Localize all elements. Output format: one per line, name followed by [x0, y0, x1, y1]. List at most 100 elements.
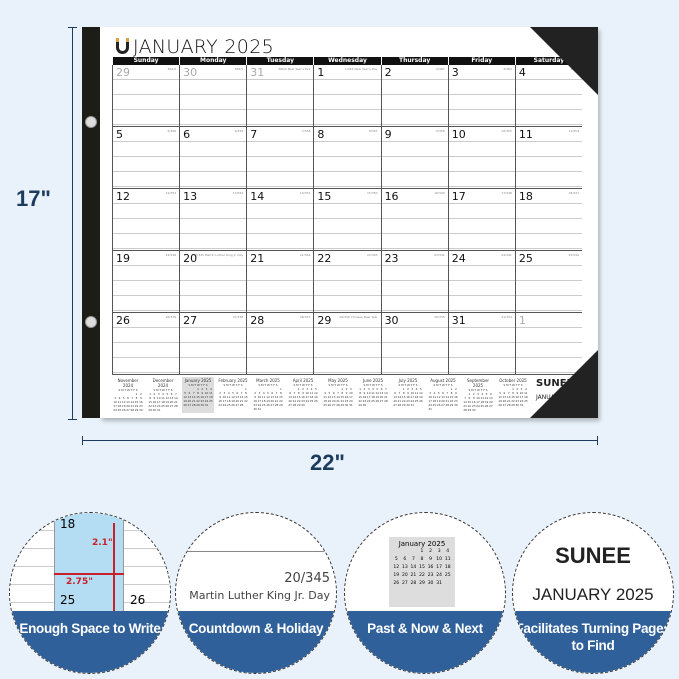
countdown-note: 21/344: [299, 253, 311, 257]
mini-day: 3: [223, 391, 226, 395]
day-cell[interactable]: 20 20/345 Martin Luther King Jr. Day: [179, 251, 250, 313]
mini-day: 20: [441, 399, 445, 403]
mini-day: 1: [450, 387, 453, 391]
mini-day: 30: [515, 403, 520, 407]
mini-day: 2: [345, 387, 348, 391]
day-cell[interactable]: 22 22/343: [313, 251, 384, 313]
mini-day: 5: [394, 557, 398, 562]
mini-day: 25: [432, 403, 437, 407]
mini-day: 12: [314, 391, 318, 395]
day-cell[interactable]: 30 30/335: [380, 313, 451, 375]
mini-day: 29: [148, 408, 152, 412]
day-cell[interactable]: 7 7/358: [246, 127, 317, 189]
mini-day: 8: [135, 396, 138, 400]
day-cell[interactable]: 16 16/349: [380, 189, 451, 251]
mini-day: 31: [519, 403, 524, 407]
mini-day: 9: [345, 391, 348, 395]
day-cell[interactable]: 25 25/340: [514, 251, 585, 313]
mini-day: 19: [266, 399, 270, 403]
day-cell[interactable]: 30 365/1: [179, 65, 250, 127]
mini-day: 28: [191, 403, 196, 407]
day-cell[interactable]: 18 18/347: [514, 189, 585, 251]
mini-day: 9: [454, 391, 457, 395]
day-cell[interactable]: 14 14/351: [246, 189, 317, 251]
mini-day: 6: [394, 391, 397, 395]
mini-day: 20: [489, 400, 493, 404]
day-cell[interactable]: 17 17/348: [447, 189, 518, 251]
day-cell[interactable]: 9 9/356: [380, 127, 451, 189]
mini-day: 17: [436, 565, 442, 570]
day-cell[interactable]: 15 15/350: [313, 189, 384, 251]
day-cell[interactable]: 24 24/341: [447, 251, 518, 313]
mini-day: 9: [516, 391, 519, 395]
mini-day: 3: [349, 387, 352, 391]
day-cell[interactable]: 29 29/336 Chinese New Year: [313, 313, 384, 375]
mini-day: 31: [349, 403, 353, 407]
mini-day: 24: [257, 403, 262, 407]
day-cell[interactable]: 8 8/357: [313, 127, 384, 189]
day-cell[interactable]: 26 26/339: [112, 313, 183, 375]
mini-day: 26: [419, 399, 423, 403]
mini-day: 3: [429, 391, 432, 395]
mini-day: 25: [117, 408, 122, 412]
day-cell[interactable]: 11 11/354: [514, 127, 585, 189]
mini-day: 12: [484, 396, 489, 400]
day-cell[interactable]: 27 27/338: [179, 313, 250, 375]
mini-day: 20: [126, 404, 130, 408]
weekday-tuesday: Tuesday: [246, 57, 313, 65]
mini-day: 14: [191, 395, 196, 399]
mini-day: 26: [436, 403, 441, 407]
day-cell[interactable]: 12 12/353: [112, 189, 183, 251]
day-cell[interactable]: 23 23/342: [380, 251, 451, 313]
day-cell[interactable]: 6 6/359: [179, 127, 250, 189]
mini-day: 19: [436, 399, 441, 403]
mini-day: 14: [174, 396, 178, 400]
mini-month-name: June 2025: [362, 378, 384, 383]
mini-day: 19: [484, 400, 489, 404]
countdown-note: 22/343: [367, 253, 378, 257]
mini-day: 2: [139, 392, 142, 396]
day-cell[interactable]: 10 10/355: [447, 127, 518, 189]
mini-day: 14: [410, 565, 417, 570]
mini-calendar: December 2024 S M T W T F S 1 2 3 4 5 6 7 8 9 10 11 1…: [147, 377, 179, 413]
countdown-note: 18/347: [568, 191, 579, 195]
mini-day: 29: [340, 403, 345, 407]
mini-day: 9: [472, 396, 475, 400]
mini-day: 21: [239, 399, 244, 403]
day-number: 11: [518, 128, 585, 141]
logo-icon: [116, 38, 129, 54]
mini-day: 10: [436, 557, 442, 562]
mini-day: 8: [279, 391, 282, 395]
mini-day: 29: [401, 403, 406, 407]
mini-day: 20: [401, 573, 408, 578]
mini-day: 13: [489, 396, 493, 400]
mini-calendar: February 2025 S M T W T F S 1 2 3 4 5 6 7 8 9 10 11 1…: [217, 377, 249, 413]
day-cell[interactable]: 21 21/344: [246, 251, 317, 313]
mini-day: 15: [449, 395, 454, 399]
mini-day: 20: [331, 399, 336, 403]
feature-label: Past & Now & Next: [345, 611, 505, 673]
day-cell[interactable]: 28 28/337: [246, 313, 317, 375]
day-cell[interactable]: 3 3/362: [447, 65, 518, 127]
mini-day: 1: [149, 392, 152, 396]
mini-day: 23: [139, 404, 143, 408]
day-number: 1: [317, 66, 384, 79]
day-cell[interactable]: 29 364/2: [112, 65, 183, 127]
day-cell[interactable]: 13 13/352: [179, 189, 250, 251]
mini-day: 23: [218, 403, 222, 407]
mini-day: 31: [436, 581, 442, 586]
mini-day: 16: [253, 399, 257, 403]
day-cell[interactable]: 5 5/360: [112, 127, 183, 189]
mini-day: 23: [152, 404, 157, 408]
mini-day: 16: [515, 395, 520, 399]
mini-day: 1: [420, 549, 424, 554]
mini-weekdays: S M T W T F S: [188, 383, 208, 387]
day-cell[interactable]: 2 2/363: [380, 65, 451, 127]
countdown-note: 24/341: [501, 253, 512, 257]
day-cell[interactable]: 1 1/364 New Year's Day: [313, 65, 384, 127]
mini-day: 2: [516, 387, 519, 391]
day-cell[interactable]: 31 366/0 New Year's Eve: [246, 65, 317, 127]
mini-day: 5: [232, 391, 234, 395]
day-cell[interactable]: 19 19/346: [112, 251, 183, 313]
day-cell[interactable]: 31 31/334: [447, 313, 518, 375]
